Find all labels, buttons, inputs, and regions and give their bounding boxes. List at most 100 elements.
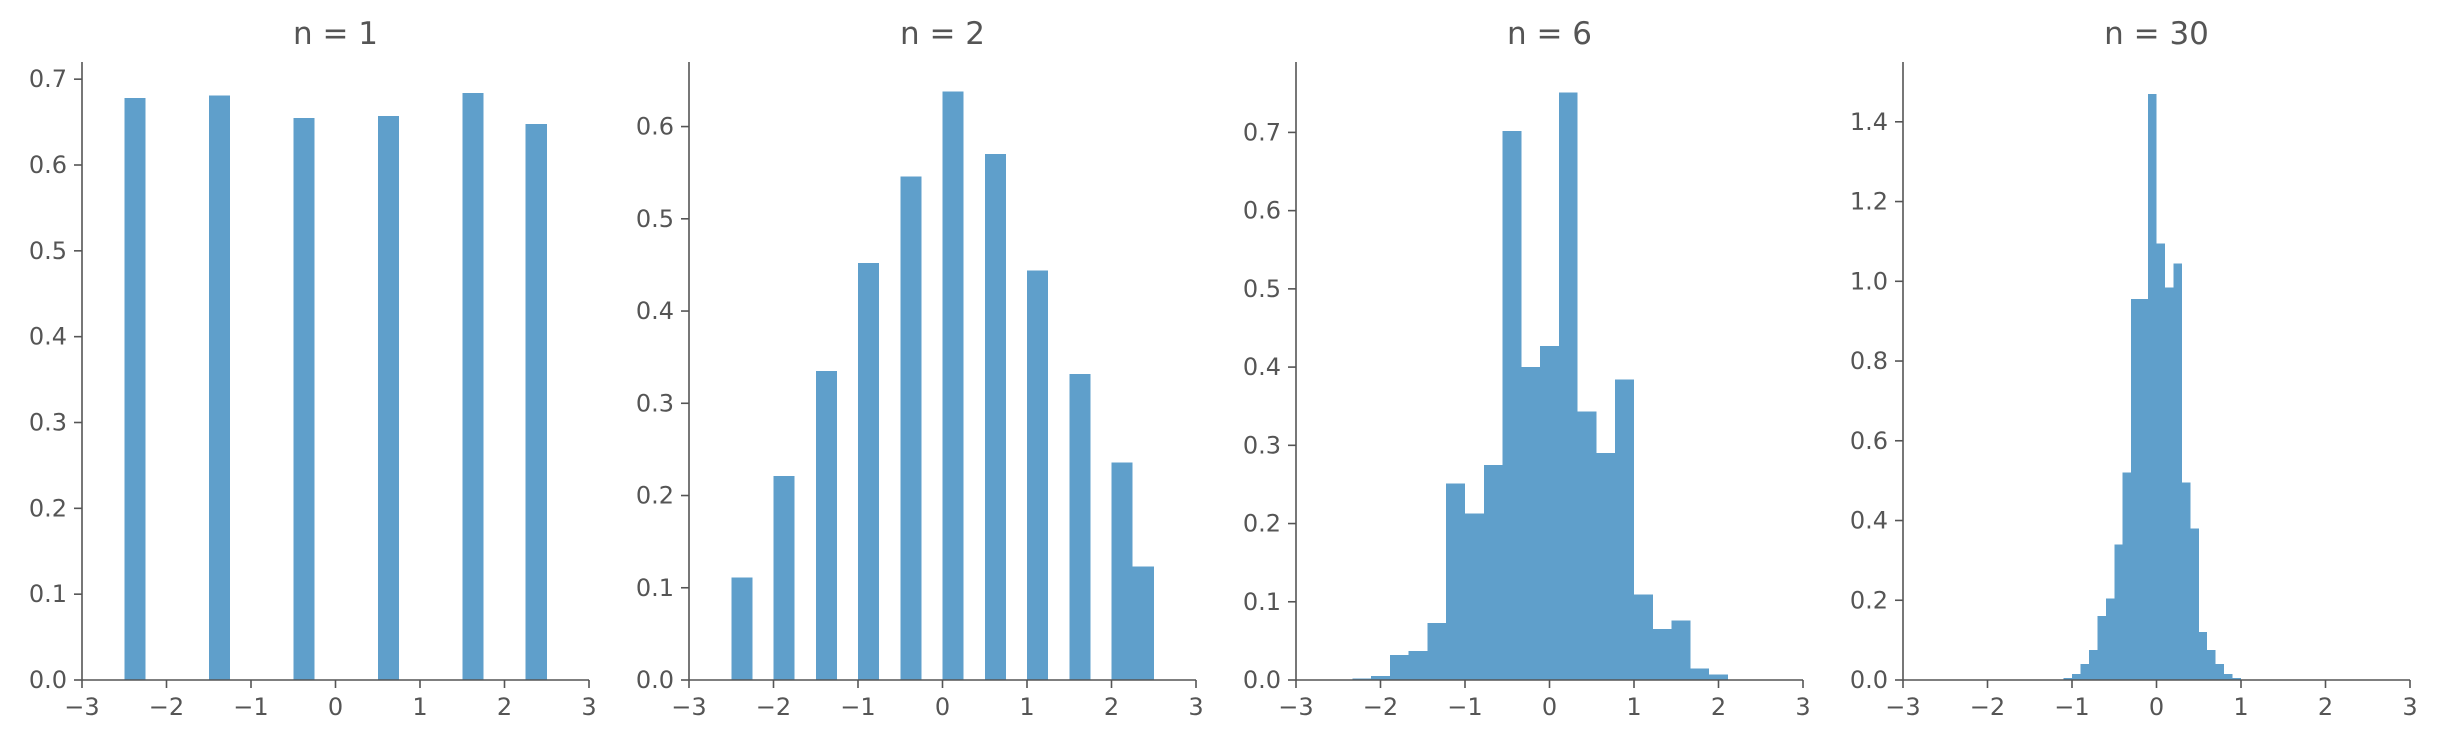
histogram-bar bbox=[984, 154, 1006, 681]
histogram-bar bbox=[1446, 483, 1465, 680]
y-tick-label: 0.5 bbox=[636, 205, 674, 233]
y-tick-label: 0.2 bbox=[636, 482, 674, 510]
y-tick-label: 0.2 bbox=[1850, 586, 1888, 614]
histogram-bar bbox=[1709, 674, 1728, 680]
histogram-bar bbox=[1132, 566, 1154, 680]
histogram-bar bbox=[2080, 664, 2089, 680]
histogram-bar bbox=[942, 91, 964, 680]
histogram-bar bbox=[208, 95, 230, 681]
y-tick-label: 0.7 bbox=[29, 65, 67, 93]
y-tick-label: 0.0 bbox=[29, 666, 67, 694]
x-tick-label: 2 bbox=[1104, 693, 1119, 721]
histogram-bar bbox=[2148, 93, 2157, 680]
histogram-bar bbox=[2173, 263, 2182, 680]
y-tick-label: 0.8 bbox=[1850, 347, 1888, 375]
x-tick-label: −2 bbox=[1363, 693, 1398, 721]
histogram-bar bbox=[2190, 528, 2199, 680]
y-tick-label: 1.2 bbox=[1850, 188, 1888, 216]
histogram-bar bbox=[773, 476, 795, 680]
y-tick-label: 0.6 bbox=[1243, 197, 1281, 225]
histogram-bar bbox=[293, 117, 315, 680]
y-tick-label: 0.7 bbox=[1243, 118, 1281, 146]
histogram-bar bbox=[1427, 622, 1447, 680]
histogram-bar bbox=[1540, 345, 1559, 680]
y-tick-label: 0.0 bbox=[636, 666, 674, 694]
x-tick-label: −3 bbox=[1278, 693, 1313, 721]
histogram-bar bbox=[2131, 299, 2149, 680]
histogram-bar bbox=[1069, 373, 1091, 680]
histogram-bar bbox=[1615, 379, 1634, 680]
histogram-bar bbox=[124, 98, 146, 681]
histogram-bar bbox=[462, 92, 484, 680]
y-tick-label: 0.6 bbox=[636, 113, 674, 141]
x-tick-label: 0 bbox=[328, 693, 343, 721]
histogram-bar bbox=[858, 263, 880, 680]
x-tick-label: 2 bbox=[497, 693, 512, 721]
x-tick-label: −2 bbox=[149, 693, 184, 721]
x-tick-label: −2 bbox=[756, 693, 791, 721]
x-tick-label: 3 bbox=[1188, 693, 1203, 721]
y-tick-label: 0.2 bbox=[29, 494, 67, 522]
y-tick-label: 0.6 bbox=[29, 151, 67, 179]
histogram-bar bbox=[1671, 620, 1691, 680]
chart-panel-n30: n = 30 −3 −2 −1 0 1 2 3 0.0 0.2 0.4 0.6 0.8 1.0 1.2 1.4 bbox=[1850, 16, 2418, 721]
chart-panel-n2: n = 2 −3 −2 −1 0 1 2 3 0.0 0.1 0.2 0.3 0.4 0.5 0.6 bbox=[636, 16, 1204, 721]
x-tick-label: 3 bbox=[2402, 693, 2417, 721]
y-tick-label: 0.4 bbox=[1243, 353, 1281, 381]
y-tick-label: 0.0 bbox=[1850, 666, 1888, 694]
x-tick-label: −1 bbox=[2054, 693, 2089, 721]
histogram-bar bbox=[1502, 130, 1522, 680]
x-tick-label: 0 bbox=[1542, 693, 1557, 721]
x-tick-label: 0 bbox=[2149, 693, 2164, 721]
chart-title: n = 2 bbox=[900, 16, 985, 52]
y-tick-label: 0.2 bbox=[1243, 510, 1281, 538]
y-tick-label: 1.4 bbox=[1850, 108, 1888, 136]
histogram-bar bbox=[525, 123, 547, 681]
histogram-bar bbox=[2105, 598, 2115, 680]
histogram-bar bbox=[1371, 676, 1390, 680]
histogram-bar bbox=[2164, 287, 2174, 680]
x-tick-label: 1 bbox=[1626, 693, 1641, 721]
histogram-bar bbox=[731, 577, 753, 680]
histogram-bar bbox=[1408, 651, 1428, 680]
x-tick-label: 2 bbox=[2318, 693, 2333, 721]
histogram-bar bbox=[1558, 92, 1578, 681]
chart-title: n = 1 bbox=[293, 16, 378, 52]
histogram-bar bbox=[2114, 544, 2123, 680]
y-tick-label: 0.4 bbox=[1850, 507, 1888, 535]
x-tick-label: −3 bbox=[1885, 693, 1920, 721]
y-tick-label: 0.1 bbox=[29, 580, 67, 608]
y-tick-label: 0.1 bbox=[636, 574, 674, 602]
x-tick-label: −2 bbox=[1970, 693, 2005, 721]
histogram-bar bbox=[2181, 482, 2191, 680]
histogram-bar bbox=[2232, 678, 2241, 680]
histogram-bar bbox=[2198, 632, 2208, 680]
y-tick-label: 0.5 bbox=[29, 237, 67, 265]
histogram-bar bbox=[815, 371, 837, 680]
histogram-bar bbox=[2088, 650, 2098, 680]
histogram-bar bbox=[1634, 594, 1653, 680]
x-tick-label: −1 bbox=[233, 693, 268, 721]
y-tick-label: 0.1 bbox=[1243, 588, 1281, 616]
y-tick-label: 0.3 bbox=[29, 409, 67, 437]
chart-title: n = 6 bbox=[1507, 16, 1592, 52]
histogram-bar bbox=[1111, 462, 1133, 680]
chart-panel-n1: n = 1 −3 −2 −1 0 1 2 3 0.0 0.1 0.2 0.3 0.4 0.5 0.6 0.7 bbox=[29, 16, 597, 721]
histogram-bar bbox=[2097, 616, 2106, 680]
histogram-bar bbox=[2072, 674, 2081, 680]
x-tick-label: 1 bbox=[1019, 693, 1034, 721]
x-tick-label: 1 bbox=[412, 693, 427, 721]
x-tick-label: −1 bbox=[840, 693, 875, 721]
y-tick-label: 0.5 bbox=[1243, 275, 1281, 303]
x-tick-label: 0 bbox=[935, 693, 950, 721]
x-tick-label: 1 bbox=[2233, 693, 2248, 721]
x-tick-label: −3 bbox=[671, 693, 706, 721]
histogram-bar bbox=[900, 176, 922, 681]
y-tick-label: 0.3 bbox=[1243, 431, 1281, 459]
y-tick-label: 0.6 bbox=[1850, 427, 1888, 455]
histogram-bar bbox=[2207, 650, 2216, 680]
x-tick-label: 3 bbox=[581, 693, 596, 721]
histogram-bar bbox=[1577, 411, 1597, 680]
x-tick-label: −3 bbox=[64, 693, 99, 721]
histogram-bar bbox=[1027, 270, 1049, 680]
